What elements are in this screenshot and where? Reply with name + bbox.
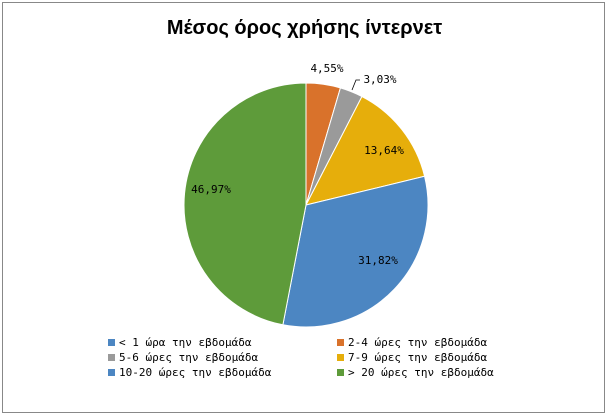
slice-label: 3,03%: [363, 73, 396, 86]
legend-item: > 20 ώρες την εβδομάδα: [337, 366, 494, 380]
legend-swatch: [108, 339, 115, 346]
legend-label: 5-6 ώρες την εβδομάδα: [119, 351, 259, 364]
legend-item: 10-20 ώρες την εβδομάδα: [108, 366, 271, 380]
pie-slice: [305, 95, 426, 206]
pie-slice: [183, 82, 307, 326]
legend-swatch: [337, 339, 344, 346]
slice-label: 4,55%: [310, 62, 343, 75]
legend-label: > 20 ώρες την εβδομάδα: [348, 366, 494, 379]
legend-swatch: [108, 354, 115, 361]
slice-label: 13,64%: [364, 144, 404, 157]
legend-item: 2-4 ώρες την εβδομάδα: [337, 336, 487, 350]
legend-label: 2-4 ώρες την εβδομάδα: [348, 336, 488, 349]
legend-swatch: [337, 369, 344, 376]
chart-title: Μέσος όρος χρήσης ίντερνετ: [166, 17, 443, 39]
legend-swatch: [108, 369, 115, 376]
legend-label: < 1 ώρα την εβδομάδα: [119, 336, 252, 349]
legend-item: 7-9 ώρες την εβδομάδα: [337, 351, 487, 365]
legend-label: 10-20 ώρες την εβδομάδα: [119, 366, 272, 379]
pie-slice: [282, 175, 429, 328]
legend-item: < 1 ώρα την εβδομάδα: [108, 336, 251, 350]
slice-label: 31,82%: [358, 254, 398, 267]
legend-label: 7-9 ώρες την εβδομάδα: [348, 351, 488, 364]
legend-swatch: [337, 354, 344, 361]
slice-label: 46,97%: [191, 183, 231, 196]
leader-line: [351, 79, 360, 91]
legend-item: 5-6 ώρες την εβδομάδα: [108, 351, 258, 365]
